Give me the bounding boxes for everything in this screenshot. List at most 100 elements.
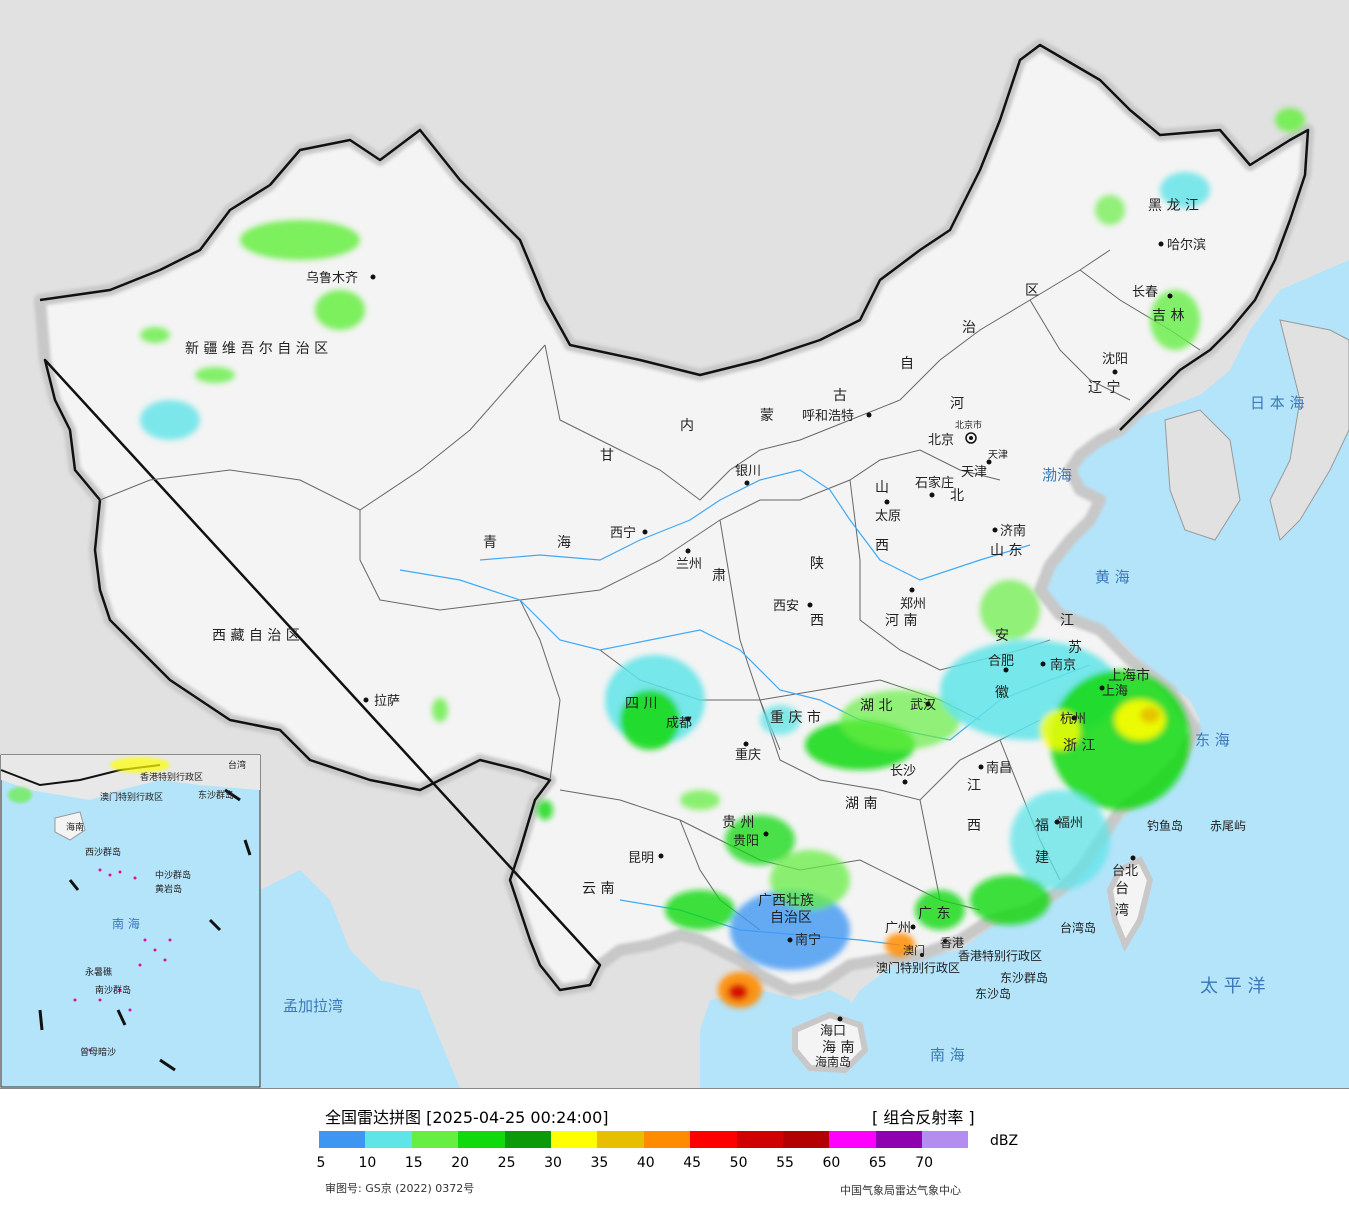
legend-tick-label: 15 (404, 1155, 423, 1171)
city-label-harbin: 哈尔滨 (1167, 237, 1206, 253)
region-label-henan: 河 南 (885, 613, 917, 629)
region-label-shandong: 山 东 (990, 543, 1022, 559)
city-label-lhasa: 拉萨 (374, 694, 400, 709)
city-label-nanning: 南宁 (795, 932, 821, 948)
city-marker: 石家庄 (915, 475, 954, 498)
legend-tick-label: 40 (636, 1155, 655, 1171)
inset-label-nansha: 南沙群岛 (95, 984, 131, 996)
legend-tick-label: 45 (683, 1155, 702, 1171)
inset-label-zhongsha: 中沙群岛 (155, 869, 191, 881)
legend-swatch (782, 1131, 830, 1148)
sea-label-huanghai: 黄 海 (1095, 568, 1130, 586)
city-label-taiyuan: 太原 (875, 509, 901, 524)
map-title: 全国雷达拼图 [2025-04-25 00:24:00] (325, 1108, 609, 1127)
legend-swatch (597, 1131, 644, 1148)
legend-swatch (550, 1131, 598, 1148)
legend-tick-label: 50 (729, 1155, 748, 1171)
city-label-changchun: 长春 (1132, 285, 1158, 300)
region-label-hk: 香港特别行政区 (958, 948, 1042, 963)
city-label-chongqing: 重庆 (735, 747, 761, 763)
legend-tick-label: 55 (776, 1155, 794, 1171)
region-label-chongqing: 重 庆 市 (770, 709, 821, 726)
region-label-jiangxi: 西 (967, 818, 981, 834)
city-marker: 西安 (773, 599, 813, 614)
color-legend (319, 1131, 969, 1148)
region-label-taiwan: 台 (1115, 881, 1129, 897)
legend-swatch (736, 1131, 783, 1148)
legend-swatch (504, 1131, 551, 1148)
province-borders (99, 249, 1201, 931)
sea-label-donghai: 东 海 (1195, 731, 1230, 749)
inset-label-nanhai: 南 海 (112, 916, 140, 931)
city-label-tianjin: 天津 (961, 465, 987, 480)
city-marker: 海口 (820, 1016, 846, 1039)
inset-label-zengmu: 曾母暗沙 (80, 1046, 116, 1058)
inset-label-dongsha: 东沙群岛 (198, 789, 234, 801)
city-label-nanchang: 南昌 (986, 760, 1012, 776)
region-label-hunan: 湖 南 (845, 796, 877, 812)
city-label-zhengzhou: 郑州 (900, 597, 926, 612)
city-marker: 西宁 (610, 525, 648, 541)
city-marker: 南京 (1040, 657, 1076, 673)
region-label-tibet: 西 藏 自 治 区 (212, 628, 300, 644)
region-label-shaanxi: 西 (810, 613, 824, 629)
legend-tick-label: 25 (497, 1155, 516, 1171)
city-label-macao: 澳门 (903, 943, 925, 957)
region-label-zhejiang: 浙 江 (1063, 738, 1095, 754)
legend-swatch (690, 1131, 737, 1148)
city-label-fuzhou: 福州 (1057, 816, 1083, 831)
city-marker: 拉萨 (363, 694, 400, 709)
city-label-chengdu: 成都 (666, 716, 692, 731)
region-label-gansu: 甘 (600, 448, 614, 464)
legend-tick-label: 65 (868, 1155, 887, 1171)
city-marker: 天津 (961, 459, 992, 480)
city-marker: 呼和浩特 (802, 409, 872, 424)
issuer-name: 中国气象局雷达气象中心 (840, 1184, 961, 1197)
region-label-qinghai: 海 (557, 535, 571, 551)
city-label-xining: 西宁 (610, 525, 636, 541)
region-label-anhui: 徽 (995, 685, 1009, 701)
approval-number: 审图号: GS京 (2022) 0372号 (325, 1182, 475, 1195)
region-label-inner-mongolia: 蒙 (760, 408, 774, 424)
region-label-jiangsu: 苏 (1068, 640, 1082, 656)
city-label-haikou: 海口 (820, 1024, 846, 1039)
island-label-taiwan: 台湾岛 (1060, 920, 1096, 935)
city-marker: 太原 (875, 499, 901, 524)
city-marker: 哈尔滨 (1158, 237, 1206, 253)
city-marker: 济南 (992, 523, 1026, 539)
island-label-dongsha-island: 东沙岛 (975, 986, 1011, 1001)
region-label-xinjiang: 新 疆 维 吾 尔 自 治 区 (185, 341, 328, 357)
city-marker: 乌鲁木齐 (306, 270, 376, 286)
radar-map: 新 疆 维 吾 尔 自 治 区 西 藏 自 治 区 青 海 甘 肃 内 蒙 古 … (0, 0, 1349, 1089)
region-label-hebei: 河 (950, 396, 964, 412)
china-outline (34, 39, 1349, 1074)
inset-label-hk: 香港特别行政区 (140, 771, 203, 783)
city-marker: 台北 (1112, 855, 1138, 879)
city-marker: 上海 (1099, 684, 1128, 699)
island-label-dongsha-islands: 东沙群岛 (1000, 970, 1048, 985)
city-marker: 福州 (1054, 816, 1083, 831)
city-marker: 长春 (1132, 285, 1173, 300)
legend-swatch (922, 1131, 969, 1148)
city-marker: 香港 (940, 936, 964, 950)
city-label-urumqi: 乌鲁木齐 (306, 270, 358, 286)
city-marker: 昆明 (628, 851, 664, 866)
region-label-fujian: 建 (1035, 850, 1049, 866)
region-label-sichuan: 四 川 (625, 696, 657, 712)
product-name: [ 组合反射率 ] (872, 1108, 975, 1127)
legend-swatch (829, 1131, 876, 1148)
region-label-qinghai: 青 (483, 535, 497, 551)
city-marker: 重庆 (735, 741, 761, 763)
region-label-heilongjiang: 黑 龙 江 (1148, 198, 1199, 214)
city-label-wuhan: 武汉 (910, 698, 936, 713)
city-marker: 成都 (666, 716, 692, 731)
city-marker: 南昌 (978, 760, 1012, 776)
inset-label-yongshu: 永暑礁 (85, 966, 112, 978)
sea-area (260, 870, 460, 1088)
region-label-gansu: 肃 (712, 568, 726, 584)
region-label-taiwan: 湾 (1115, 902, 1129, 919)
south-china-sea-inset (0, 754, 261, 1088)
legend-swatch (411, 1131, 459, 1148)
region-label-jiangsu: 江 (1060, 613, 1074, 629)
city-label-guiyang: 贵阳 (733, 834, 759, 849)
